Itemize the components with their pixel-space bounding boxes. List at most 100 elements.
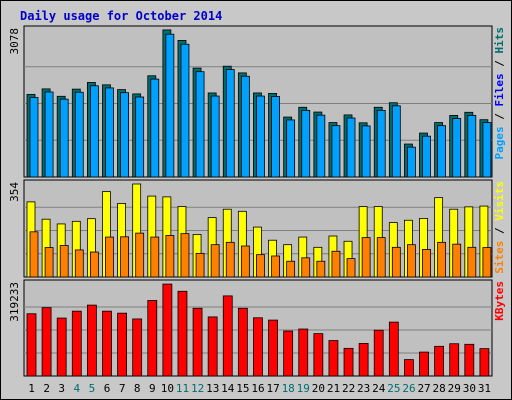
x-tick-label-day-15: 15: [236, 382, 249, 395]
bar-1-b-day-13: [210, 95, 220, 178]
bar-1-b-day-17: [271, 96, 280, 178]
x-tick-label-day-4: 4: [74, 382, 81, 395]
bar-1-b-day-10: [165, 33, 175, 178]
bar-3-day-7: [117, 312, 127, 377]
bar-3-day-3: [56, 317, 67, 377]
bar-3-day-17: [268, 319, 278, 377]
x-tick-label-day-10: 10: [161, 382, 174, 395]
x-tick-label-day-29: 29: [448, 382, 461, 395]
legend-part-4: /: [493, 54, 506, 74]
bar-2-b-day-7: [120, 236, 129, 278]
bar-1-b-day-1: [29, 97, 39, 178]
bar-3-day-6: [102, 310, 112, 377]
bar-1-b-day-3: [59, 98, 69, 178]
bar-3-day-16: [253, 317, 263, 377]
bar-2-b-day-17: [271, 255, 280, 278]
bar-2-b-day-19: [301, 257, 311, 278]
bar-2-b-day-23: [361, 237, 371, 278]
bar-1-b-day-26: [407, 146, 416, 178]
bar-1-b-day-25: [391, 105, 401, 178]
bar-1-b-day-16: [256, 95, 265, 178]
x-tick-label-day-14: 14: [221, 382, 235, 395]
bar-3-day-1: [26, 313, 37, 377]
x-tick-label-day-30: 30: [463, 382, 476, 395]
bar-3-day-22: [343, 347, 354, 377]
bar-2-b-day-25: [391, 246, 401, 278]
bar-3-day-4: [71, 310, 82, 377]
x-tick-label-day-11: 11: [176, 382, 189, 395]
bar-1-b-day-11: [180, 43, 190, 178]
bar-3-day-9: [147, 300, 158, 377]
bar-2-b-day-21: [331, 250, 341, 278]
bar-3-day-8: [132, 318, 143, 377]
y-max-label: 354: [8, 182, 21, 202]
bar-3-day-14: [222, 295, 233, 377]
x-tick-label-day-5: 5: [89, 382, 96, 395]
legend-part-1: Pages: [493, 126, 506, 159]
legend-label: Sites / Visits: [493, 181, 506, 274]
bar-3-day-29: [449, 343, 460, 377]
x-tick-label-day-23: 23: [357, 382, 370, 395]
bar-1-b-day-18: [286, 119, 296, 178]
panel-3: 319233 KBytes: [8, 279, 506, 377]
legend-part-1: KBytes: [493, 281, 506, 321]
x-tick-label-day-13: 13: [206, 382, 219, 395]
bar-1-b-day-23: [361, 125, 371, 178]
bar-1-b-day-14: [225, 69, 235, 178]
bar-2-b-day-16: [256, 254, 265, 278]
bar-2-b-day-10: [165, 235, 175, 278]
bar-2-b-day-28: [437, 241, 447, 278]
y-max-label: 3078: [8, 28, 21, 55]
x-tick-label-day-25: 25: [387, 382, 400, 395]
bar-2-b-day-24: [376, 237, 386, 278]
bar-1-b-day-19: [301, 109, 311, 178]
bar-3-day-13: [207, 316, 218, 377]
x-tick-label-day-31: 31: [478, 382, 491, 395]
bar-1-b-day-20: [316, 114, 326, 178]
bar-1-b-day-8: [135, 96, 145, 178]
bar-2-b-day-27: [422, 249, 431, 278]
bar-1-b-day-27: [422, 135, 431, 178]
bar-3-day-18: [283, 330, 294, 377]
y-max-label: 319233: [8, 282, 21, 322]
bar-2-b-day-30: [467, 246, 477, 278]
bar-2-b-day-29: [452, 243, 462, 278]
bar-2-b-day-4: [74, 249, 84, 278]
bar-2-b-day-20: [316, 260, 326, 278]
bar-1-b-day-7: [120, 92, 129, 178]
bar-1-b-day-5: [89, 85, 99, 178]
bar-1-b-day-21: [331, 125, 341, 178]
bar-1-b-day-31: [482, 122, 492, 178]
bar-3-day-30: [464, 343, 475, 377]
legend-part-3: Files: [493, 73, 506, 106]
bar-2-b-day-18: [286, 260, 296, 278]
bar-1-b-day-4: [74, 91, 84, 178]
bar-2-b-day-5: [89, 251, 99, 278]
bar-2-b-day-9: [150, 236, 160, 278]
bar-2-b-day-6: [105, 236, 114, 278]
bar-3-day-25: [388, 321, 399, 377]
x-tick-label-day-19: 19: [297, 382, 310, 395]
x-tick-label-day-17: 17: [266, 382, 279, 395]
x-tick-label-day-7: 7: [119, 382, 126, 395]
panel-1: 3078 Pages / Files / Hits: [8, 25, 506, 178]
bar-2-b-day-14: [225, 241, 235, 278]
x-tick-label-day-18: 18: [282, 382, 295, 395]
bar-2-b-day-2: [44, 247, 54, 278]
bar-2-b-day-8: [135, 232, 145, 278]
x-tick-label-day-28: 28: [433, 382, 446, 395]
bar-1-b-day-29: [452, 118, 462, 178]
bar-3-day-27: [419, 351, 429, 377]
bar-1-b-day-24: [376, 109, 386, 178]
x-tick-label-day-6: 6: [104, 382, 111, 395]
bar-3-day-31: [479, 348, 490, 377]
x-tick-label-day-21: 21: [327, 382, 340, 395]
bar-2-b-day-1: [29, 231, 39, 278]
x-tick-label-day-16: 16: [251, 382, 264, 395]
legend-label: Pages / Files / Hits: [493, 27, 506, 160]
x-tick-label-day-8: 8: [134, 382, 141, 395]
bar-3-day-11: [177, 290, 188, 377]
bar-3-day-23: [358, 343, 369, 377]
